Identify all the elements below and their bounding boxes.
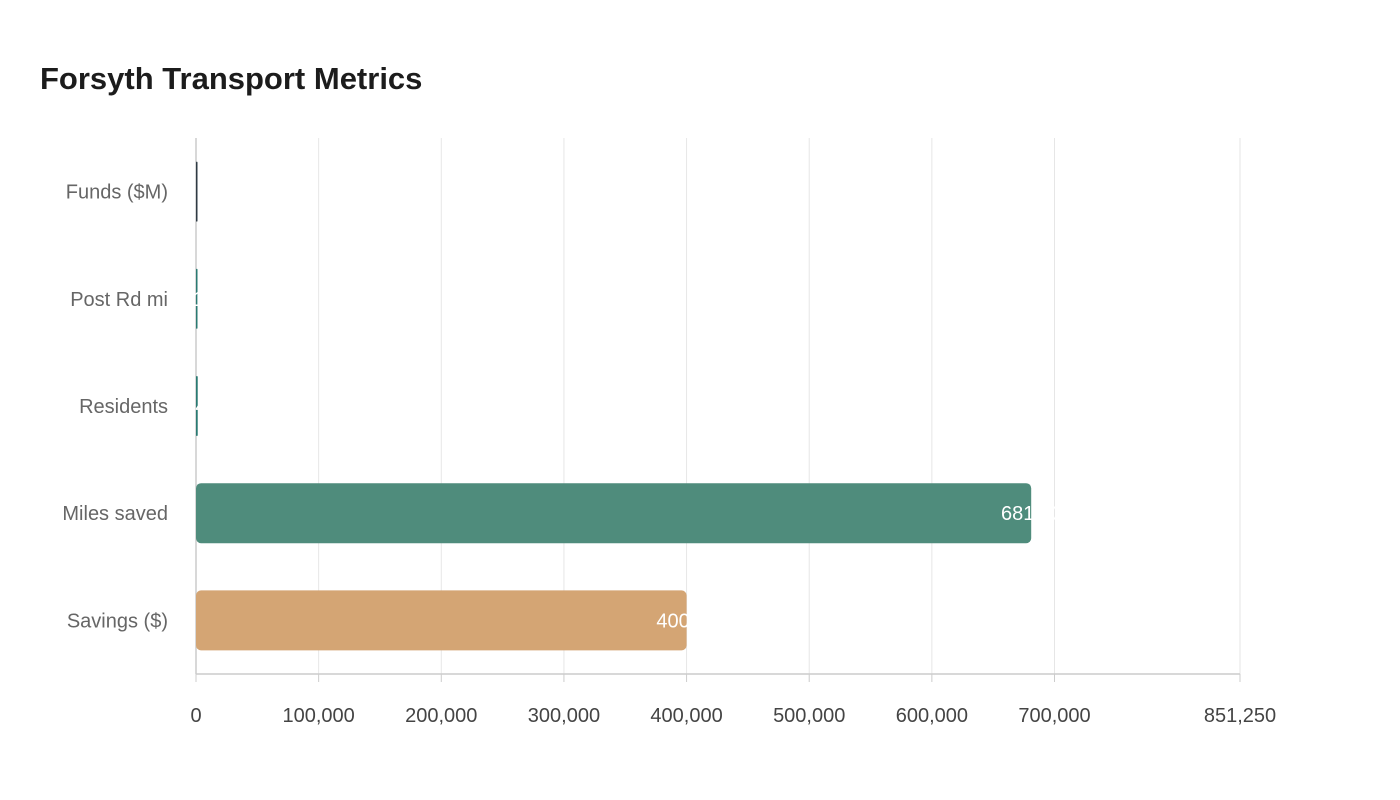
data-label: 18 (192, 289, 214, 311)
category-label: Funds ($M) (66, 182, 168, 204)
chart-title: Forsyth Transport Metrics (40, 61, 423, 96)
x-tick-label: 500,000 (773, 705, 845, 727)
x-tick-label: 100,000 (282, 705, 354, 727)
data-label: 400,000 (656, 610, 728, 632)
category-label: Residents (79, 396, 168, 418)
data-label: 6 (198, 182, 209, 204)
category-label: Miles saved (62, 503, 168, 525)
bar[interactable] (196, 483, 1032, 544)
x-tick-label: 851,250 (1204, 705, 1276, 727)
bar[interactable] (196, 590, 687, 651)
category-label: Post Rd mi (70, 289, 168, 311)
x-tick-label: 200,000 (405, 705, 477, 727)
x-tick-label: 700,000 (1018, 705, 1090, 727)
data-label: 1,400 (179, 396, 229, 418)
data-label: 681,000 (1001, 503, 1073, 525)
x-tick-label: 0 (190, 705, 201, 727)
x-tick-label: 600,000 (896, 705, 968, 727)
x-tick-label: 300,000 (528, 705, 600, 727)
bar[interactable] (196, 161, 198, 222)
bar[interactable] (196, 268, 198, 329)
x-tick-label: 400,000 (650, 705, 722, 727)
bar[interactable] (196, 376, 198, 436)
category-label: Savings ($) (67, 610, 168, 632)
